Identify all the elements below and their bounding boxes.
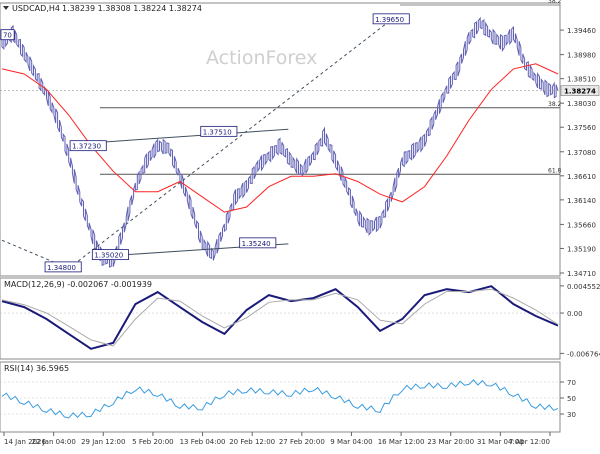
x-tick-label: 29 Jan 12:00 — [81, 438, 125, 446]
price-y-tick-label: 1.36610 — [567, 173, 596, 181]
x-tick-label: 9 Mar 04:00 — [330, 438, 372, 446]
price-annotation-label: 1.35240 — [242, 240, 271, 248]
dropdown-triangle-icon[interactable] — [3, 6, 9, 10]
price-y-tick-label: 1.39460 — [567, 27, 596, 35]
trend-line — [68, 19, 392, 269]
price-annotation-box — [0, 29, 15, 41]
x-tick-label: 31 Mar 04:00 — [477, 438, 524, 446]
current-price-label: 1.38274 — [564, 88, 596, 96]
price-y-tick-label: 1.38030 — [567, 100, 596, 108]
price-annotation-box — [91, 249, 129, 261]
x-tick-label: 20 Feb 12:00 — [229, 438, 275, 446]
price-annotation-box — [200, 125, 238, 137]
rsi-y-tick-label: 50 — [567, 395, 576, 403]
price-y-tick-label: 1.36140 — [567, 197, 596, 205]
price-annotation-label: 1.37230 — [72, 143, 101, 151]
macd-y-axis: 0.004552 0.00 -0.006764 — [560, 283, 600, 358]
macd-series — [1, 285, 559, 350]
fibonacci-level-label: 38.2 — [548, 0, 562, 5]
x-tick-label: 13 Feb 04:00 — [180, 438, 226, 446]
price-annotation-label: 1.39650 — [375, 16, 404, 24]
macd-y-tick-label: -0.006764 — [567, 350, 600, 358]
x-tick-label: 27 Feb 20:00 — [279, 438, 325, 446]
rsi-title: RSI(14) 36.5965 — [4, 364, 69, 373]
x-tick-label: 16 Mar 12:00 — [378, 438, 425, 446]
price-y-tick-label: 1.37080 — [567, 149, 596, 157]
price-annotation-label: 1.34800 — [47, 264, 76, 272]
price-y-tick-label: 1.35660 — [567, 221, 596, 229]
rsi-grid — [0, 381, 560, 415]
price-y-tick-label: 1.38510 — [567, 76, 596, 84]
price-line — [1, 16, 559, 268]
rsi-panel — [0, 361, 561, 433]
macd-signal-line — [1, 288, 559, 347]
macd-y-tick-label: 0.004552 — [567, 283, 600, 291]
rsi-series — [1, 379, 559, 419]
fibonacci-level-label: 61.8 — [548, 167, 562, 174]
x-tick-label: 5 Feb 20:00 — [132, 438, 173, 446]
ohlc-values: 1.38239 1.38308 1.38224 1.38274 — [62, 4, 202, 13]
price-y-tick-label: 1.34710 — [567, 270, 596, 278]
price-annotation-box — [239, 237, 277, 249]
price-annotation-label: 1.37510 — [203, 128, 232, 136]
price-y-tick-label: 1.35190 — [567, 245, 596, 253]
fibonacci-levels: 38.2 38.2 61.8 — [100, 0, 562, 175]
price-annotation-label: 70 — [3, 32, 12, 40]
price-annotation-label: 1.35020 — [94, 252, 123, 260]
current-price-box — [560, 85, 600, 96]
price-annotation-box — [69, 140, 107, 152]
rsi-y-axis: 70 50 30 — [560, 379, 576, 419]
trend-line — [88, 128, 289, 144]
price-y-tick-label: 1.37560 — [567, 124, 596, 132]
price-annotation-box — [44, 261, 82, 273]
price-y-axis: 1.39460 1.38980 1.38510 1.38030 1.37560 1.370… — [560, 27, 600, 278]
symbol-label: USDCAD,H4 — [12, 4, 60, 13]
x-tick-label: 7 Apr 12:00 — [509, 438, 550, 446]
price-annotation-box — [372, 13, 410, 25]
watermark: ActionForex — [206, 47, 317, 69]
rsi-y-tick-label: 30 — [567, 411, 576, 419]
fibonacci-level-label: 38.2 — [548, 101, 562, 108]
x-tick-label: 22 Jan 04:00 — [31, 438, 75, 446]
price-y-tick-label: 1.38980 — [567, 52, 596, 60]
rsi-line — [1, 379, 559, 419]
chart-header: USDCAD,H4 1.38239 1.38308 1.38224 1.3827… — [3, 4, 202, 13]
price-annotations: 70 1.37230 1.37510 1.34800 1.35020 1.35240 1.3… — [0, 13, 410, 273]
rsi-y-tick-label: 70 — [567, 379, 576, 387]
x-tick-label: 23 Mar 20:00 — [427, 438, 474, 446]
x-tick-label: 14 Jan 2026 — [4, 438, 47, 446]
macd-y-tick-label: 0.00 — [567, 310, 583, 318]
macd-title: MACD(12,26,9) -0.002067 -0.001939 — [4, 280, 152, 289]
